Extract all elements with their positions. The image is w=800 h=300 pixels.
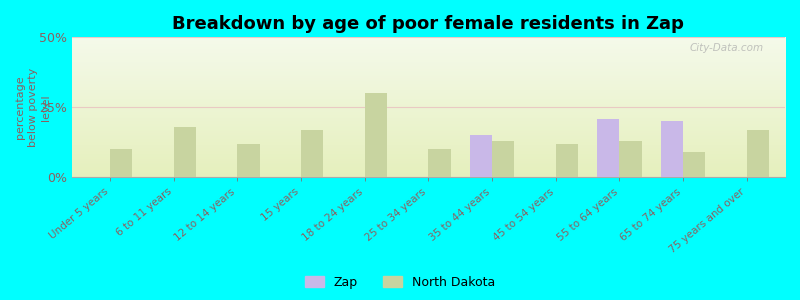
Bar [174, 127, 196, 178]
Bar [428, 149, 450, 178]
Bar [301, 130, 323, 178]
Bar [470, 135, 492, 178]
Title: Breakdown by age of poor female residents in Zap: Breakdown by age of poor female resident… [172, 15, 684, 33]
Bar [683, 152, 706, 178]
Bar [365, 93, 387, 178]
Bar [492, 141, 514, 178]
Bar [597, 118, 619, 178]
Bar [110, 149, 132, 178]
Legend: Zap, North Dakota: Zap, North Dakota [300, 271, 500, 294]
Bar [619, 141, 642, 178]
Bar [746, 130, 769, 178]
Bar [661, 122, 683, 178]
Text: City-Data.com: City-Data.com [690, 43, 763, 53]
Bar [556, 144, 578, 178]
Y-axis label: percentage
below poverty
level: percentage below poverty level [15, 68, 51, 147]
Bar [238, 144, 259, 178]
